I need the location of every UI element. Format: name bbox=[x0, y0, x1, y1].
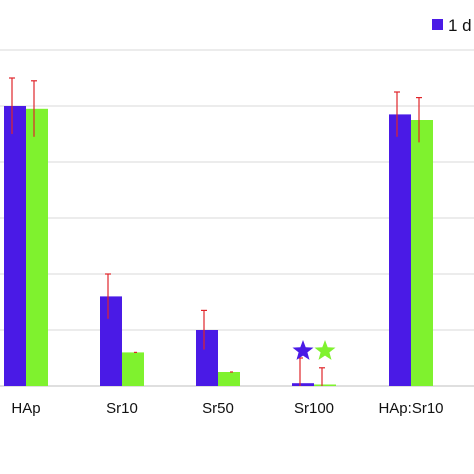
bar-hap-series-1 bbox=[4, 106, 26, 386]
bar-hap-sr10-series-1 bbox=[389, 114, 411, 387]
error-bars-layer bbox=[9, 77, 422, 386]
bars-layer bbox=[4, 106, 433, 387]
x-tick-label-hap: HAp bbox=[11, 400, 40, 417]
bar-sr50-series-2 bbox=[218, 372, 240, 386]
significance-star-series-1 bbox=[292, 340, 314, 360]
legend-label-series-1: 1 d bbox=[448, 16, 472, 35]
x-tick-label-hap-sr10: HAp:Sr10 bbox=[378, 400, 443, 417]
x-tick-label-sr100: Sr100 bbox=[294, 400, 334, 417]
bar-sr50-series-1 bbox=[196, 330, 218, 386]
legend: 1 d bbox=[432, 16, 472, 35]
legend-swatch-series-1 bbox=[432, 19, 443, 30]
bar-sr10-series-1 bbox=[100, 296, 122, 386]
significance-star-series-2 bbox=[314, 340, 336, 360]
bar-hap-series-2 bbox=[26, 108, 48, 387]
bar-sr100-series-1 bbox=[292, 383, 314, 386]
bar-sr100-series-2 bbox=[314, 384, 336, 386]
bar-sr10-series-2 bbox=[122, 352, 144, 386]
significance-markers-layer bbox=[292, 340, 336, 360]
bar-hap-sr10-series-2 bbox=[411, 120, 433, 386]
x-tick-label-sr10: Sr10 bbox=[106, 400, 138, 417]
x-tick-label-sr50: Sr50 bbox=[202, 400, 234, 417]
